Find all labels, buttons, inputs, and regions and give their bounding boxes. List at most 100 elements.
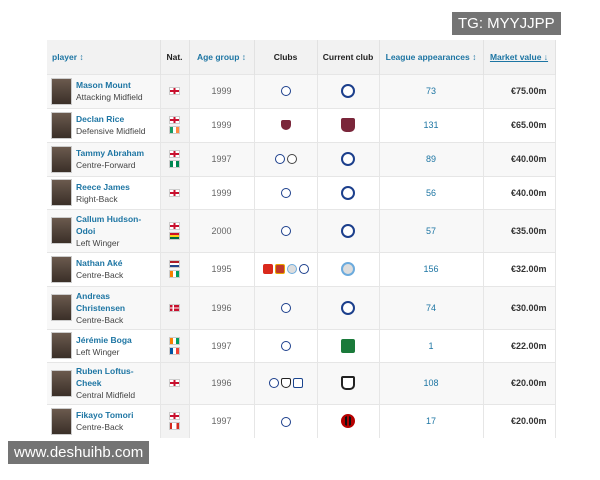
current-club-fulham-icon[interactable] <box>341 376 355 390</box>
player-name-link[interactable]: Reece James <box>76 181 130 192</box>
league-appearances-link[interactable]: 74 <box>379 285 484 329</box>
club-chelsea-icon[interactable] <box>280 340 291 351</box>
header-league-appearances[interactable]: League appearances ↕ <box>379 40 484 74</box>
clubs-cell <box>254 403 318 438</box>
flag-eng-icon <box>169 150 180 158</box>
nationality-cell <box>160 328 190 362</box>
nationality-cell <box>160 73 190 108</box>
club-bournemouth-icon[interactable] <box>262 264 273 275</box>
market-value: €65.00m <box>483 107 556 142</box>
player-photo[interactable] <box>51 294 72 321</box>
market-value: €30.00m <box>483 285 556 329</box>
flag-nga-icon <box>169 160 180 168</box>
current-club-cell <box>317 403 380 438</box>
player-position: Left Winger <box>76 346 120 357</box>
nationality-cell <box>160 208 190 252</box>
player-name-link[interactable]: Nathan Aké <box>76 258 123 268</box>
player-position: Centre-Back <box>76 422 124 433</box>
league-appearances-link[interactable]: 156 <box>379 251 484 286</box>
player-name-link[interactable]: Ruben Loftus-Cheek <box>76 366 134 388</box>
league-appearances-link[interactable]: 1 <box>379 328 484 362</box>
league-appearances-link[interactable]: 73 <box>379 73 484 108</box>
player-position: Right-Back <box>76 193 118 204</box>
club-fulham-icon[interactable] <box>280 378 291 389</box>
club-man-city-icon[interactable] <box>286 264 297 275</box>
player-cell: Jérémie Boga Left Winger <box>47 328 161 362</box>
current-club-west-ham-icon[interactable] <box>341 118 355 132</box>
club-chelsea-icon[interactable] <box>280 187 291 198</box>
league-appearances-link[interactable]: 17 <box>379 403 484 438</box>
current-club-chelsea-icon[interactable] <box>341 300 355 315</box>
current-club-chelsea-icon[interactable] <box>341 223 355 238</box>
player-photo[interactable] <box>51 332 72 359</box>
market-value: €75.00m <box>483 73 556 108</box>
current-club-chelsea-icon[interactable] <box>341 152 355 166</box>
flag-eng-icon <box>169 412 180 421</box>
league-appearances-link[interactable]: 57 <box>379 208 484 252</box>
player-photo[interactable] <box>51 369 72 397</box>
player-photo[interactable] <box>51 77 72 105</box>
flag-fra-icon <box>169 346 180 355</box>
flag-eng-icon <box>169 116 180 124</box>
player-name-link[interactable]: Tammy Abraham <box>76 148 145 158</box>
club-chelsea-icon[interactable] <box>280 225 291 236</box>
nationality-cell <box>160 403 190 438</box>
flag-ned-icon <box>169 260 180 268</box>
age-group-cell: 1999 <box>189 73 255 108</box>
club-west-ham-icon[interactable] <box>280 120 291 131</box>
club-chelsea-icon[interactable] <box>298 264 309 275</box>
nationality-cell <box>160 285 190 329</box>
player-name-link[interactable]: Jérémie Boga <box>76 334 132 345</box>
watermark-top: TG: MYYJJPP <box>452 12 561 35</box>
table-row: Tammy Abraham Centre-Forward 1997 89 €40.… <box>47 141 556 176</box>
current-club-chelsea-icon[interactable] <box>341 84 355 98</box>
market-value: €22.00m <box>483 328 556 362</box>
player-cell: Tammy Abraham Centre-Forward <box>47 141 161 176</box>
league-appearances-link[interactable]: 108 <box>379 361 484 404</box>
flag-civ-icon <box>169 270 180 278</box>
current-club-ac-milan-icon[interactable] <box>341 414 355 429</box>
table-row: Declan Rice Defensive Midfield 1999 131 €… <box>47 107 556 142</box>
club-chelsea-icon[interactable] <box>280 302 291 313</box>
league-appearances-link[interactable]: 89 <box>379 141 484 176</box>
current-club-sassuolo-icon[interactable] <box>341 338 355 353</box>
club-swansea-icon[interactable] <box>286 154 297 165</box>
current-club-cell <box>317 285 380 329</box>
player-photo[interactable] <box>51 111 72 139</box>
player-photo[interactable] <box>51 217 72 244</box>
current-club-chelsea-icon[interactable] <box>341 185 355 200</box>
table-row: Callum Hudson-Odoi Left Winger 2000 57 €3… <box>47 208 556 252</box>
header-player[interactable]: player ↕ <box>47 40 161 74</box>
player-photo[interactable] <box>51 145 72 173</box>
market-value: €40.00m <box>483 141 556 176</box>
club-crystal-palace-icon[interactable] <box>292 378 303 389</box>
current-club-cell <box>317 141 380 176</box>
player-name-link[interactable]: Fikayo Tomori <box>76 410 134 421</box>
age-group-cell: 1995 <box>189 251 255 286</box>
league-appearances-link[interactable]: 56 <box>379 175 484 209</box>
player-cell: Ruben Loftus-Cheek Central Midfield <box>47 361 161 404</box>
age-group-cell: 1997 <box>189 403 255 438</box>
player-cell: Declan Rice Defensive Midfield <box>47 107 161 142</box>
player-photo[interactable] <box>51 407 72 435</box>
flag-eng-icon <box>169 221 180 230</box>
player-cell: Callum Hudson-Odoi Left Winger <box>47 208 161 252</box>
current-club-man-city-icon[interactable] <box>341 262 355 276</box>
header-market-value[interactable]: Market value ↓ <box>483 40 556 74</box>
header-age-group[interactable]: Age group ↕ <box>189 40 255 74</box>
player-position: Defensive Midfield <box>76 126 146 136</box>
club-chelsea-icon[interactable] <box>268 378 279 389</box>
player-name-link[interactable]: Andreas Christensen <box>76 290 126 313</box>
club-chelsea-icon[interactable] <box>280 86 291 97</box>
league-appearances-link[interactable]: 131 <box>379 107 484 142</box>
club-watford-icon[interactable] <box>274 264 285 275</box>
player-name-link[interactable]: Declan Rice <box>76 114 125 124</box>
player-name-link[interactable]: Callum Hudson-Odoi <box>76 213 142 236</box>
player-photo[interactable] <box>51 179 72 206</box>
age-group-cell: 1997 <box>189 328 255 362</box>
player-name-link[interactable]: Mason Mount <box>76 80 131 90</box>
club-chelsea-icon[interactable] <box>274 154 285 165</box>
flag-civ-icon <box>169 336 180 345</box>
club-chelsea-icon[interactable] <box>280 416 291 427</box>
player-photo[interactable] <box>51 255 72 283</box>
